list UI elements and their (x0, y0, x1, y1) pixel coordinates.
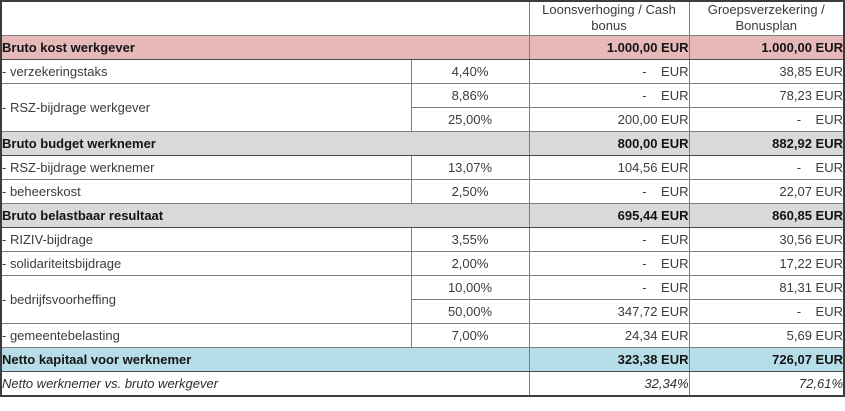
value-cell-b: - EUR (688, 106, 845, 132)
row-rsz-bijdrage-werknemer: - RSZ-bijdrage werknemer 13,07% 104,56 E… (0, 154, 845, 180)
row-netto-kapitaal: Netto kapitaal voor werknemer 323,38 EUR… (0, 346, 845, 372)
row-bedrijfsvoorheffing-2: 50,00% 347,72 EUR - EUR (1, 298, 845, 324)
row-rsz-bijdrage-werkgever-1: - RSZ-bijdrage werkgever 8,86% - EUR 78,… (0, 82, 845, 132)
header-col-cash-bonus: Loonsverhoging / Cash bonus (528, 0, 690, 36)
value-cell-b: 860,85 EUR (688, 202, 845, 228)
section-label: Bruto belastbaar resultaat (0, 202, 530, 228)
percent-cell: 25,00% (410, 106, 530, 132)
row-bruto-budget-werknemer: Bruto budget werknemer 800,00 EUR 882,92… (0, 130, 845, 156)
row-riziv-bijdrage: - RIZIV-bijdrage 3,55% - EUR 30,56 EUR (0, 226, 845, 252)
section-label: Bruto kost werkgever (0, 34, 530, 60)
row-gemeentebelasting: - gemeentebelasting 7,00% 24,34 EUR 5,69… (0, 322, 845, 348)
value-cell-b: 726,07 EUR (688, 346, 845, 372)
value-cell-b: 5,69 EUR (688, 322, 845, 348)
row-beheerskost: - beheerskost 2,50% - EUR 22,07 EUR (0, 178, 845, 204)
value-cell-a: - EUR (528, 82, 690, 108)
label-cell: - RSZ-bijdrage werkgever (0, 82, 412, 132)
percent-cell: 50,00% (410, 298, 530, 324)
value-cell-b: 1.000,00 EUR (688, 34, 845, 60)
value-cell-a: 104,56 EUR (528, 154, 690, 180)
value-cell-a: - EUR (528, 274, 690, 300)
value-cell-b: 78,23 EUR (688, 82, 845, 108)
value-cell-a: - EUR (528, 178, 690, 204)
value-cell-a: - EUR (528, 58, 690, 84)
row-solidariteitsbijdrage: - solidariteitsbijdrage 2,00% - EUR 17,2… (0, 250, 845, 276)
label-cell: - gemeentebelasting (0, 322, 412, 348)
row-bedrijfsvoorheffing-1: - bedrijfsvoorheffing 10,00% - EUR 81,31… (0, 274, 845, 324)
row-verzekeringstaks: - verzekeringstaks 4,40% - EUR 38,85 EUR (0, 58, 845, 84)
section-label: Bruto budget werknemer (0, 130, 530, 156)
label-cell: - bedrijfsvoorheffing (0, 274, 412, 324)
comparison-table: Loonsverhoging / Cash bonus Groepsverzek… (0, 0, 845, 397)
value-cell-a: 800,00 EUR (528, 130, 690, 156)
value-cell-b: 17,22 EUR (688, 250, 845, 276)
header-col-group-insurance: Groepsverzekering / Bonusplan (688, 0, 845, 36)
percent-cell: 13,07% (410, 154, 530, 180)
percent-cell: 2,50% (410, 178, 530, 204)
section-label: Netto kapitaal voor werknemer (0, 346, 530, 372)
row-bruto-kost-werkgever: Bruto kost werkgever 1.000,00 EUR 1.000,… (0, 34, 845, 60)
percent-cell: 7,00% (410, 322, 530, 348)
value-cell-b: 81,31 EUR (688, 274, 845, 300)
value-cell-b: 38,85 EUR (688, 58, 845, 84)
value-cell-a: 32,34% (528, 370, 690, 396)
value-cell-b: 882,92 EUR (688, 130, 845, 156)
percent-cell: 8,86% (410, 82, 530, 108)
label-cell: - solidariteitsbijdrage (0, 250, 412, 276)
value-cell-a: 200,00 EUR (528, 106, 690, 132)
header-empty-cell (0, 0, 530, 36)
value-cell-b: - EUR (688, 298, 845, 324)
value-cell-b: - EUR (688, 154, 845, 180)
label-cell: - RIZIV-bijdrage (0, 226, 412, 252)
label-cell: - beheerskost (0, 178, 412, 204)
value-cell-a: 347,72 EUR (528, 298, 690, 324)
footer-label: Netto werknemer vs. bruto werkgever (0, 370, 530, 396)
value-cell-b: 72,61% (688, 370, 845, 396)
value-cell-a: - EUR (528, 226, 690, 252)
value-cell-b: 30,56 EUR (688, 226, 845, 252)
header-row: Loonsverhoging / Cash bonus Groepsverzek… (0, 0, 845, 36)
percent-cell: 2,00% (410, 250, 530, 276)
value-cell-a: 323,38 EUR (528, 346, 690, 372)
label-cell: - RSZ-bijdrage werknemer (0, 154, 412, 180)
value-cell-b: 22,07 EUR (688, 178, 845, 204)
row-netto-vs-bruto: Netto werknemer vs. bruto werkgever 32,3… (0, 370, 845, 396)
percent-cell: 4,40% (410, 58, 530, 84)
row-rsz-bijdrage-werkgever-2: 25,00% 200,00 EUR - EUR (1, 106, 845, 132)
percent-cell: 3,55% (410, 226, 530, 252)
row-bruto-belastbaar-resultaat: Bruto belastbaar resultaat 695,44 EUR 86… (0, 202, 845, 228)
value-cell-a: 24,34 EUR (528, 322, 690, 348)
value-cell-a: - EUR (528, 250, 690, 276)
percent-cell: 10,00% (410, 274, 530, 300)
value-cell-a: 1.000,00 EUR (528, 34, 690, 60)
label-cell: - verzekeringstaks (0, 58, 412, 84)
value-cell-a: 695,44 EUR (528, 202, 690, 228)
